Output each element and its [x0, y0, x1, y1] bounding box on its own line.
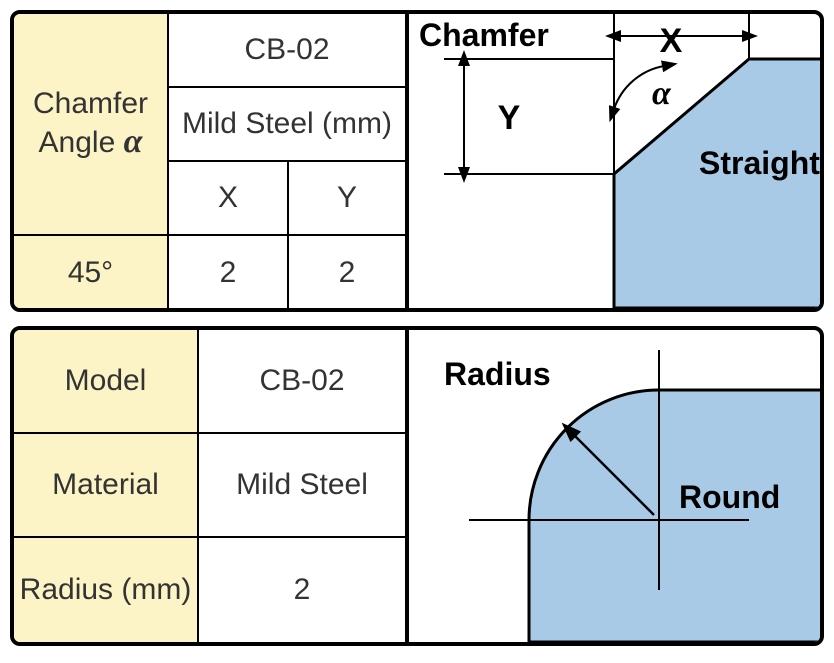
material-label: Material — [52, 467, 159, 503]
model-label: Model — [65, 363, 147, 399]
chamfer-svg: X Y α Chamfer Straight — [409, 14, 824, 308]
diag-y-label: Y — [498, 99, 521, 137]
model-value: CB-02 — [244, 32, 329, 68]
col-x-label: X — [218, 180, 238, 216]
radius-diagram: Radius Round — [409, 330, 824, 642]
row-material-val: Mild Steel — [199, 434, 409, 538]
row-model-label: Model — [14, 330, 199, 434]
col-x-header: X — [169, 162, 289, 236]
angle-cell: 45° — [14, 236, 169, 310]
val-x-cell: 2 — [169, 236, 289, 310]
row-model-val: CB-02 — [199, 330, 409, 434]
radius-label: Radius (mm) — [20, 572, 192, 608]
chamfer-angle-label-1: Chamfer — [33, 87, 148, 120]
model-cell: CB-02 — [169, 14, 409, 88]
radius-table: Model CB-02 Material Mild Steel Radius (… — [14, 330, 409, 642]
row-radius-label: Radius (mm) — [14, 538, 199, 642]
material-value: Mild Steel (mm) — [182, 106, 392, 142]
diag-straight-label: Straight — [699, 145, 820, 181]
chamfer-angle-header: Chamfer Angle α — [14, 14, 169, 236]
angle-value: 45° — [68, 255, 113, 291]
radius-val: 2 — [294, 572, 311, 608]
material-cell: Mild Steel (mm) — [169, 88, 409, 162]
alpha-symbol: α — [124, 123, 143, 160]
val-x: 2 — [220, 255, 237, 291]
radius-panel: Model CB-02 Material Mild Steel Radius (… — [10, 326, 824, 646]
row-material-label: Material — [14, 434, 199, 538]
diag-round-label: Round — [679, 479, 780, 515]
chamfer-diagram: X Y α Chamfer Straight — [409, 14, 824, 308]
val-y: 2 — [339, 255, 356, 291]
chamfer-panel: Chamfer Angle α CB-02 Mild Steel (mm) X … — [10, 10, 824, 312]
col-y-label: Y — [337, 180, 357, 216]
chamfer-angle-label-2: Angle — [39, 126, 124, 159]
diag-radius-label: Radius — [444, 356, 551, 392]
row-radius-val: 2 — [199, 538, 409, 642]
material-val: Mild Steel — [236, 467, 368, 503]
model-val: CB-02 — [259, 363, 344, 399]
val-y-cell: 2 — [289, 236, 409, 310]
diag-x-label: X — [660, 22, 683, 60]
radius-shape — [529, 390, 824, 642]
radius-svg: Radius Round — [409, 330, 824, 642]
chamfer-shape — [614, 59, 824, 308]
diag-alpha-label: α — [652, 75, 672, 112]
col-y-header: Y — [289, 162, 409, 236]
chamfer-table: Chamfer Angle α CB-02 Mild Steel (mm) X … — [14, 14, 409, 308]
diag-title: Chamfer — [419, 17, 549, 53]
